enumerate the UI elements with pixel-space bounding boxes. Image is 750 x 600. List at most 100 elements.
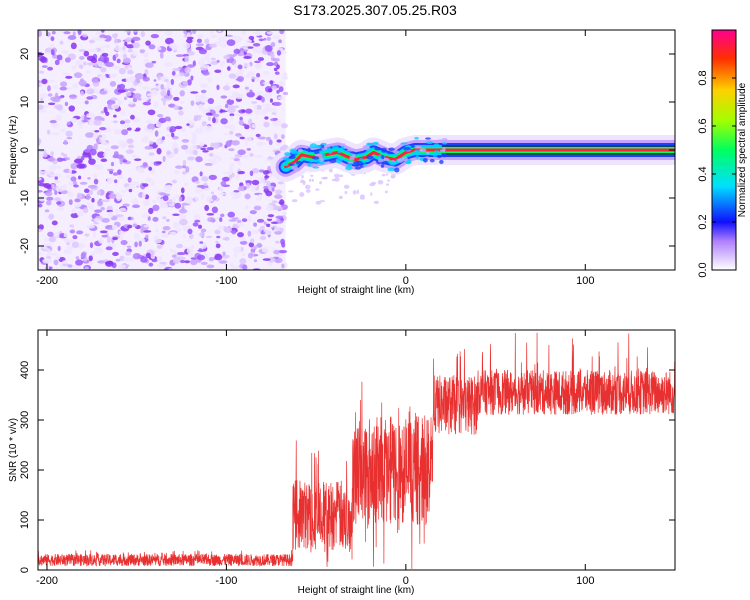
noise-blob (241, 218, 248, 223)
noise-blob (243, 47, 249, 50)
noise-blob (187, 79, 192, 86)
signal-speck (295, 160, 303, 165)
noise-blob (265, 97, 270, 100)
noise-blob (140, 226, 144, 234)
noise-blob (83, 50, 90, 57)
noise-blob (68, 105, 75, 112)
noise-blob (154, 130, 159, 137)
noise-blob (267, 214, 275, 218)
noise-speck (381, 173, 386, 177)
noise-blob (228, 73, 237, 79)
noise-blob (162, 216, 167, 220)
noise-blob (48, 236, 56, 243)
noise-blob (273, 250, 280, 255)
noise-blob (217, 30, 222, 33)
noise-blob (199, 232, 205, 238)
noise-blob (266, 36, 271, 41)
noise-blob (216, 59, 220, 63)
noise-blob (142, 183, 149, 187)
noise-blob (200, 261, 208, 266)
noise-blob (79, 124, 83, 130)
noise-blob (206, 197, 214, 202)
noise-blob (115, 258, 121, 262)
noise-blob (132, 51, 138, 57)
noise-blob (179, 218, 188, 226)
noise-blob (269, 80, 274, 85)
noise-blob (253, 205, 262, 211)
noise-blob (238, 119, 244, 126)
noise-blob (130, 114, 135, 120)
noise-blob (38, 183, 48, 187)
noise-blob (186, 32, 191, 38)
noise-blob (155, 123, 162, 128)
noise-blob (265, 136, 272, 141)
noise-blob (198, 49, 207, 55)
noise-blob (49, 173, 58, 177)
noise-blob (119, 207, 127, 212)
noise-blob (115, 53, 119, 58)
noise-blob (211, 154, 220, 160)
noise-blob (78, 49, 87, 52)
signal-speck (433, 143, 440, 147)
noise-blob (132, 223, 138, 228)
noise-blob (131, 181, 140, 185)
noise-blob (243, 154, 249, 159)
noise-blob (219, 62, 225, 68)
noise-blob (278, 249, 288, 254)
noise-blob (142, 162, 148, 167)
noise-blob (212, 113, 220, 118)
noise-blob (116, 98, 121, 102)
noise-blob (117, 140, 123, 144)
noise-blob (233, 253, 239, 258)
noise-blob (244, 74, 252, 79)
noise-blob (84, 266, 89, 270)
noise-speck (304, 184, 311, 190)
noise-blob (80, 155, 85, 161)
noise-blob (150, 179, 155, 187)
noise-blob (119, 120, 126, 125)
noise-blob (80, 252, 86, 259)
noise-blob (229, 124, 235, 131)
noise-blob (162, 225, 171, 231)
noise-blob (98, 134, 103, 138)
noise-blob (252, 42, 261, 47)
noise-blob (122, 57, 131, 64)
noise-blob (92, 134, 98, 140)
noise-blob (65, 130, 73, 137)
noise-blob (150, 161, 155, 168)
noise-blob (113, 179, 118, 184)
noise-blob (51, 31, 56, 35)
noise-blob (281, 76, 289, 80)
noise-blob (229, 165, 234, 173)
noise-blob (129, 87, 135, 93)
signal-speck (283, 167, 289, 171)
noise-blob (38, 224, 44, 231)
noise-blob (220, 213, 225, 218)
noise-blob (55, 114, 62, 121)
noise-blob (145, 252, 151, 259)
noise-blob (262, 258, 271, 261)
noise-blob (70, 212, 79, 219)
noise-blob (73, 184, 79, 188)
noise-blob (119, 158, 123, 165)
noise-blob (60, 49, 69, 55)
noise-blob (47, 248, 51, 255)
noise-blob (235, 93, 245, 100)
signal-speck (359, 158, 364, 162)
noise-blob (53, 232, 60, 239)
signal-speck (362, 145, 370, 151)
noise-blob (279, 30, 285, 35)
noise-blob (244, 124, 250, 130)
noise-blob (279, 199, 285, 206)
noise-blob (241, 30, 246, 36)
signal-speck (363, 163, 367, 167)
noise-blob (41, 78, 48, 85)
noise-blob (117, 169, 122, 175)
noise-blob (218, 157, 222, 162)
noise-blob (140, 256, 148, 263)
noise-blob (195, 180, 200, 184)
noise-blob (79, 56, 85, 60)
noise-blob (104, 44, 111, 49)
noise-blob (260, 231, 266, 235)
noise-blob (47, 66, 54, 71)
